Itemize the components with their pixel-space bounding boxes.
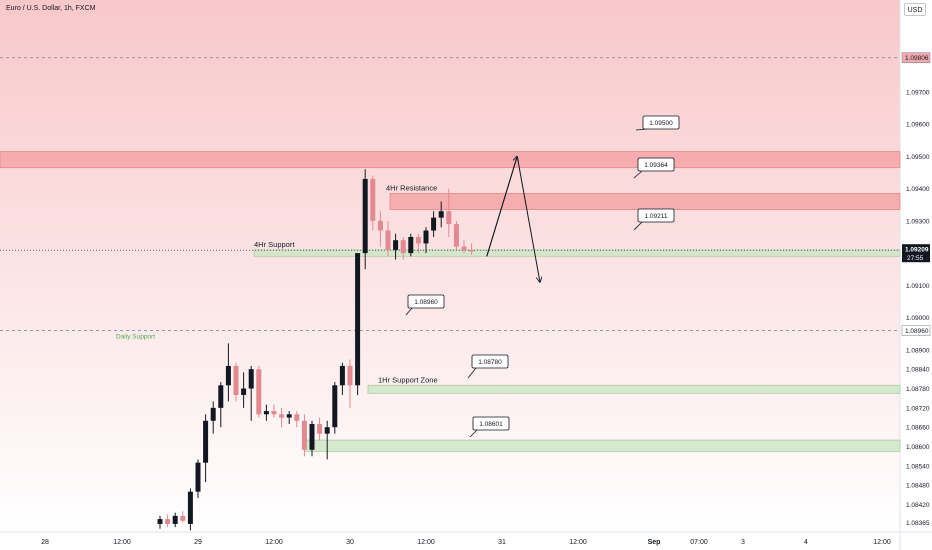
candle-body-6 <box>203 421 208 463</box>
time-tick-label-12: 12:00 <box>873 539 891 546</box>
candle-body-22 <box>325 427 330 433</box>
price-tick-label-15: 1.08420 <box>906 502 930 509</box>
candle-body-18 <box>294 414 299 420</box>
candle-body-10 <box>234 366 239 395</box>
time-tick-label-10: 3 <box>741 539 745 546</box>
candle-body-39 <box>454 224 459 247</box>
candle-body-9 <box>226 366 231 385</box>
zone-resistance-0 <box>0 152 900 168</box>
candle-body-4 <box>188 492 193 524</box>
time-tick-label-4: 30 <box>346 539 354 546</box>
zone-label-1: 4Hr Resistance <box>386 183 437 192</box>
price-tick-label-10: 1.08720 <box>906 405 930 412</box>
candle-body-19 <box>302 421 307 450</box>
candle-body-5 <box>196 463 201 492</box>
time-tick-label-7: 12:00 <box>569 539 587 546</box>
time-axis-panel <box>0 532 900 550</box>
time-tick-label-5: 12:00 <box>417 539 435 546</box>
time-tick-label-2: 29 <box>194 539 202 546</box>
callout-label-5: 1.08601 <box>479 421 503 428</box>
candle-body-14 <box>264 411 269 414</box>
candle-body-1 <box>165 519 170 524</box>
plot-background <box>0 0 900 532</box>
callout-label-2: 1.09211 <box>644 213 667 220</box>
zone-support-4 <box>305 440 900 451</box>
level-label-1: Daily Support <box>116 333 155 340</box>
callout-label-1: 1.09364 <box>644 162 668 169</box>
candle-body-41 <box>469 250 474 252</box>
price-tick-label-1: 1.09600 <box>906 122 930 129</box>
zone-support-3 <box>368 385 900 393</box>
price-tick-label-13: 1.08540 <box>906 463 930 470</box>
callout-label-3: 1.08960 <box>414 299 438 306</box>
candle-body-25 <box>348 366 353 385</box>
price-tick-label-5: 1.09100 <box>906 283 930 290</box>
zone-label-3: 1Hr Support Zone <box>378 375 438 384</box>
candle-body-16 <box>279 414 284 417</box>
candle-body-2 <box>173 516 178 524</box>
candle-body-15 <box>272 411 277 414</box>
price-tick-label-4: 1.09300 <box>906 218 930 225</box>
zone-resistance-1 <box>390 193 900 209</box>
candle-body-36 <box>431 218 436 231</box>
candle-body-38 <box>446 211 451 224</box>
time-tick-label-3: 12:00 <box>265 539 283 546</box>
candle-body-21 <box>317 424 322 434</box>
candle-body-30 <box>386 231 391 250</box>
zone-label-2: 4Hr Support <box>254 240 295 249</box>
price-tick-label-8: 1.08840 <box>906 367 930 374</box>
candle-body-33 <box>408 237 413 253</box>
time-tick-label-8: Sep <box>648 539 661 546</box>
price-tick-label-2: 1.09500 <box>906 154 930 161</box>
candle-body-13 <box>256 369 261 414</box>
time-tick-label-11: 4 <box>804 539 808 546</box>
price-tick-label-6: 1.09000 <box>906 315 930 322</box>
candle-body-27 <box>363 179 368 253</box>
candle-body-0 <box>158 519 163 524</box>
time-tick-label-0: 28 <box>41 539 49 546</box>
time-tick-label-6: 31 <box>498 539 506 546</box>
price-tick-label-0: 1.09700 <box>906 89 930 96</box>
candle-body-7 <box>211 408 216 421</box>
price-highlight-label-0: 1.09806 <box>905 55 929 62</box>
candle-body-29 <box>378 221 383 231</box>
candle-body-28 <box>370 179 375 221</box>
candle-body-11 <box>241 389 246 395</box>
current-price-countdown: 27:55 <box>907 255 924 262</box>
price-tick-label-16: 1.08365 <box>906 520 930 527</box>
zone-support-2 <box>254 250 900 256</box>
candle-body-37 <box>439 211 444 217</box>
symbol-title: Euro / U.S. Dollar, 1h, FXCM <box>6 5 95 12</box>
price-tick-label-14: 1.08480 <box>906 483 930 490</box>
price-tick-label-12: 1.08600 <box>906 444 930 451</box>
candle-body-23 <box>332 385 337 427</box>
price-tick-label-3: 1.09400 <box>906 186 930 193</box>
currency-button[interactable]: USD <box>904 3 926 16</box>
candle-body-35 <box>424 231 429 244</box>
price-tick-label-9: 1.08780 <box>906 386 930 393</box>
candle-body-26 <box>355 253 360 385</box>
time-tick-label-1: 12:00 <box>113 539 131 546</box>
time-tick-label-9: 07:00 <box>690 539 708 546</box>
callout-label-0: 1.09500 <box>649 120 673 127</box>
candle-body-17 <box>287 414 292 417</box>
candle-body-24 <box>340 366 345 385</box>
candle-body-32 <box>401 240 406 253</box>
price-tick-label-11: 1.08660 <box>906 425 930 432</box>
candle-body-3 <box>180 516 185 521</box>
price-tick-label-7: 1.08900 <box>906 347 930 354</box>
candle-body-12 <box>249 369 254 388</box>
candle-body-31 <box>393 240 398 250</box>
current-price-label: 1.09209 <box>905 247 929 254</box>
candle-body-40 <box>462 247 467 250</box>
candle-body-20 <box>310 424 315 450</box>
candle-body-34 <box>416 237 421 243</box>
price-highlight-label-1: 1.08960 <box>905 328 929 335</box>
callout-label-4: 1.08780 <box>478 359 502 366</box>
candle-body-8 <box>218 385 223 408</box>
